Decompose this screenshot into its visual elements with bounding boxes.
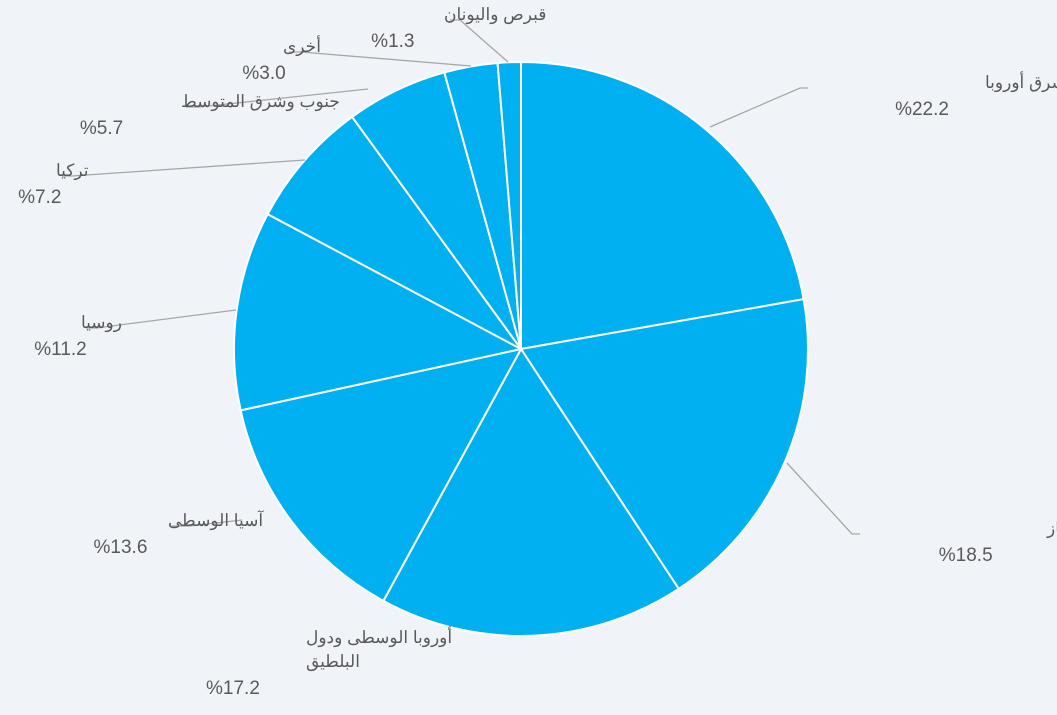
leader-line: [186, 88, 369, 108]
leader-lines: [62, 19, 860, 535]
slice-label: تركيا: [56, 161, 89, 181]
pie-slice: [233, 212, 524, 412]
slice-percent-label: %11.2: [34, 339, 86, 360]
slice-label: آسيا الوسطى: [168, 509, 264, 531]
slice-label: قبرص واليونان: [444, 5, 546, 25]
pie-slice: [239, 347, 523, 603]
slice-percent-label: %22.2: [895, 99, 949, 120]
slice-label: روسيا: [81, 313, 122, 333]
slice-percent-label: %1.3: [371, 31, 414, 52]
pie-slice: [382, 347, 681, 637]
slice-label: أوروبا الوسطى ودول: [306, 626, 452, 648]
slice-percent-label: %5.7: [80, 118, 123, 139]
slice-label: البلطيق: [306, 652, 360, 672]
slice-percent-label: %3.0: [242, 63, 285, 84]
pie-slices: [233, 60, 809, 637]
leader-line: [62, 159, 306, 177]
slice-label: جنوب شرق أوروبا: [985, 71, 1057, 93]
pie-slice: [266, 115, 522, 350]
pie-slice: [496, 60, 522, 350]
slice-label: أخرى: [283, 35, 321, 57]
leader-line: [450, 19, 509, 63]
slice-percent-label: %17.2: [206, 678, 260, 699]
slice-percent-label: %7.2: [18, 187, 61, 208]
leader-line: [709, 87, 808, 128]
leader-line: [172, 519, 243, 527]
leader-line: [786, 462, 860, 535]
slice-label: أوروبا الشرقية والقوقاز: [1046, 517, 1057, 539]
pie-slice: [520, 60, 805, 351]
leader-line: [289, 51, 472, 67]
slice-labels: جنوب شرق أوروبا %22.2 أوروبا الشرقية والقو…: [18, 5, 1057, 699]
slice-percent-label: %18.5: [939, 545, 993, 566]
slice-percent-label: %13.6: [94, 537, 148, 558]
leader-line: [86, 309, 237, 329]
slice-label: جنوب وشرق المتوسط: [181, 92, 340, 112]
pie-slice: [519, 298, 809, 591]
